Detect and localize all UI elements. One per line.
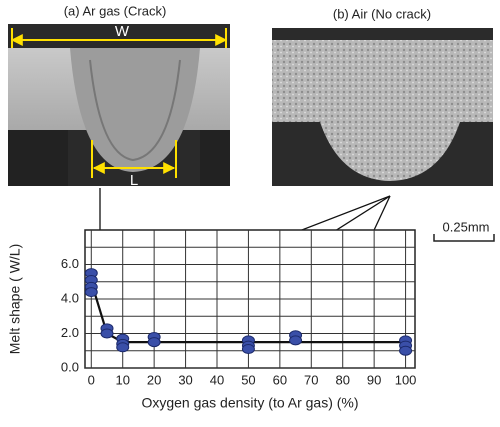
scale-bar: [434, 234, 494, 241]
y-tick-label: 0.0: [61, 359, 79, 374]
data-point: [117, 343, 129, 352]
data-point: [290, 336, 302, 345]
x-tick-label: 70: [304, 372, 318, 387]
panel-title: (b) Air (No crack): [333, 6, 431, 21]
y-axis-label: Melt shape ( W/L): [7, 244, 23, 354]
y-tick-label: 4.0: [61, 290, 79, 305]
data-point: [148, 338, 160, 347]
x-tick-label: 80: [335, 372, 349, 387]
x-tick-label: 40: [210, 372, 224, 387]
l-label: L: [130, 172, 138, 189]
x-tick-label: 90: [367, 372, 381, 387]
data-point: [400, 346, 412, 355]
x-tick-label: 0: [88, 372, 95, 387]
figure: (a) Ar gas (Crack) W L (b) Air (No crack…: [0, 0, 500, 422]
chart: 0 10 20 30 40 50 60 70 80 90 100 0.0 2.0 4.0 6.0 Oxygen…: [7, 230, 417, 411]
photo-a: [8, 24, 230, 186]
y-tick-label: 2.0: [61, 325, 79, 340]
scale-label: 0.25mm: [443, 219, 490, 234]
x-tick-label: 100: [395, 372, 417, 387]
photo-b: [272, 28, 493, 186]
x-tick-label: 10: [115, 372, 129, 387]
x-tick-label: 20: [147, 372, 161, 387]
panel-title: (a) Ar gas (Crack): [64, 3, 167, 18]
x-tick-label: 30: [178, 372, 192, 387]
x-tick-label: 60: [273, 372, 287, 387]
data-point: [242, 345, 254, 354]
x-tick-label: 50: [241, 372, 255, 387]
data-point: [85, 288, 97, 297]
data-point: [101, 329, 113, 338]
w-label: W: [115, 23, 130, 40]
y-tick-label: 6.0: [61, 256, 79, 271]
x-axis-label: Oxygen gas density (to Ar gas) (%): [141, 395, 358, 411]
